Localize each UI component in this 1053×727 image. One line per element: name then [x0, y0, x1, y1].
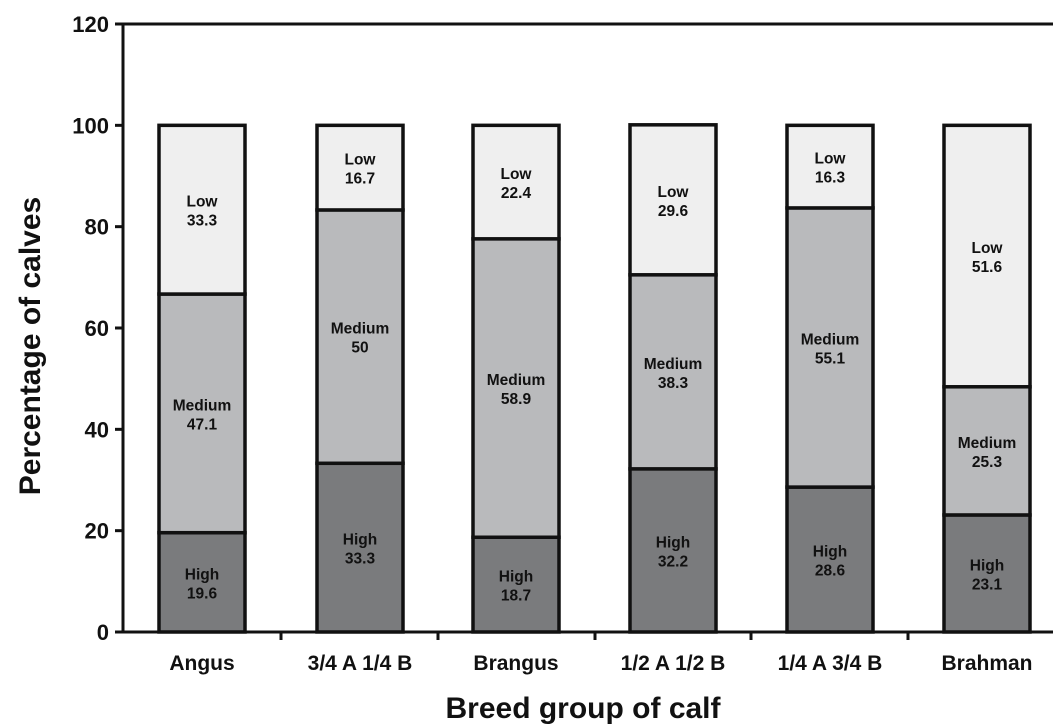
segment-series-label: Medium: [644, 356, 703, 373]
y-tick-label: 40: [85, 417, 109, 442]
bar-stack: High 18.7 Medium 58.9 Low 22.4: [471, 123, 561, 634]
bar-segment-low: [471, 123, 561, 241]
segment-series-label: High: [656, 534, 690, 551]
segment-value-label: 16.3: [815, 170, 846, 187]
segment-value-label: 55.1: [815, 351, 846, 368]
bar-stack: High 28.6 Medium 55.1 Low 16.3: [785, 123, 875, 634]
x-tick-label: 1/4 A 3/4 B: [778, 652, 883, 675]
segment-value-label: 33.3: [187, 213, 218, 230]
bar-segment-medium: [157, 292, 247, 535]
bar-segment-high: [628, 467, 718, 634]
segment-series-label: Low: [345, 152, 377, 169]
segment-series-label: High: [185, 566, 219, 583]
bar-segment-medium: [315, 208, 405, 466]
segment-series-label: Medium: [331, 321, 390, 338]
x-ticks-group: Angus 3/4 A 1/4 B Brangus 1/2 A 1/2 B 1/4 A …: [169, 632, 1033, 675]
bar-stack: High 19.6 Medium 47.1 Low 33.3: [157, 123, 247, 634]
bar-segment-medium: [471, 237, 561, 540]
bar-segment-low: [315, 123, 405, 212]
x-tick-label: 3/4 A 1/4 B: [308, 652, 413, 675]
segment-value-label: 23.1: [972, 576, 1003, 593]
bars-group: High 19.6 Medium 47.1 Low 33.3 High 33.3 Medium 5…: [157, 123, 1032, 634]
segment-value-label: 33.3: [345, 551, 376, 568]
segment-series-label: Low: [187, 194, 219, 211]
axes-group: [121, 22, 1053, 634]
segment-series-label: High: [970, 557, 1004, 574]
bar-stack: High 32.2 Medium 38.3 Low 29.6: [628, 123, 718, 634]
segment-series-label: High: [343, 532, 377, 549]
segment-value-label: 19.6: [187, 585, 218, 602]
x-tick-label: 1/2 A 1/2 B: [621, 652, 726, 675]
bar-segment-high: [315, 461, 405, 634]
bar-stack: High 23.1 Medium 25.3 Low 51.6: [942, 123, 1032, 634]
segment-value-label: 32.2: [658, 553, 688, 570]
segment-value-label: 29.6: [658, 203, 689, 220]
x-axis-title: Breed group of calf: [445, 692, 721, 725]
bar-segment-medium: [628, 273, 718, 471]
segment-series-label: High: [813, 544, 847, 561]
bar-segment-low: [785, 123, 875, 210]
segment-value-label: 25.3: [972, 454, 1003, 471]
bar-segment-high: [942, 513, 1032, 634]
segment-value-label: 58.9: [501, 391, 532, 408]
y-tick-label: 100: [72, 113, 109, 138]
segment-series-label: Low: [658, 184, 690, 201]
segment-series-label: Low: [972, 240, 1004, 257]
y-tick-label: 20: [85, 519, 109, 544]
y-tick-label: 120: [72, 12, 109, 37]
segment-series-label: Medium: [487, 372, 546, 389]
segment-value-label: 22.4: [501, 185, 532, 202]
segment-value-label: 50: [351, 340, 368, 357]
x-tick-label: Brahman: [941, 652, 1032, 675]
y-axis-title: Percentage of calves: [14, 197, 47, 496]
y-ticks-group: 0 20 40 60 80 100 120: [72, 12, 123, 645]
y-tick-label: 0: [97, 620, 109, 645]
y-tick-label: 60: [85, 316, 109, 341]
segment-series-label: Medium: [958, 435, 1017, 452]
bar-segment-low: [942, 123, 1032, 389]
segment-value-label: 51.6: [972, 259, 1003, 276]
y-tick-label: 80: [85, 215, 109, 240]
segment-series-label: High: [499, 569, 533, 586]
segment-value-label: 18.7: [501, 588, 531, 605]
segment-value-label: 28.6: [815, 563, 846, 580]
segment-series-label: Low: [815, 151, 847, 168]
bar-segment-low: [628, 123, 718, 277]
segment-value-label: 16.7: [345, 171, 375, 188]
bar-segment-medium: [942, 385, 1032, 517]
x-tick-label: Brangus: [473, 652, 558, 675]
segment-series-label: Medium: [173, 397, 232, 414]
segment-value-label: 47.1: [187, 416, 218, 433]
x-tick-label: Angus: [169, 652, 234, 675]
segment-series-label: Low: [501, 166, 533, 183]
bar-segment-low: [157, 123, 247, 296]
segment-series-label: Medium: [801, 332, 860, 349]
bar-stack: High 33.3 Medium 50 Low 16.7: [315, 123, 405, 634]
segment-value-label: 38.3: [658, 375, 689, 392]
